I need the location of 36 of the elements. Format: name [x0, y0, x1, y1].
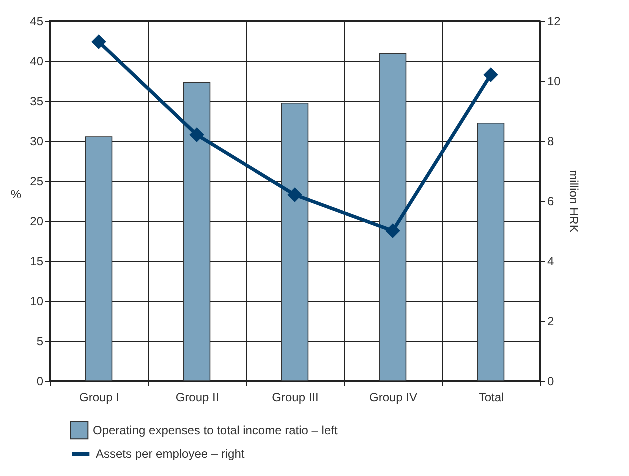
y-axis-title: % — [10, 188, 22, 202]
bar — [183, 82, 211, 382]
y2-tick-label: 10 — [548, 74, 562, 88]
y-tick-label: 30 — [30, 134, 44, 148]
y2-tick-label: 4 — [548, 254, 554, 268]
y-tick-label: 25 — [30, 174, 44, 188]
y2-tick-label: 0 — [548, 374, 554, 388]
point — [92, 35, 106, 49]
x-tick-label: Group I — [79, 390, 120, 404]
point — [288, 188, 302, 202]
y-tick-label: 5 — [36, 334, 44, 348]
bar — [477, 123, 505, 382]
bar — [85, 136, 113, 382]
x-tick-label: Group III — [272, 390, 319, 404]
y-tick-label: 40 — [30, 54, 44, 68]
y-tick-label: 0 — [36, 374, 44, 388]
x-tick-label: Total — [478, 390, 504, 404]
y2-axis-title: million HRK — [566, 170, 581, 233]
point — [190, 128, 204, 142]
y2-tick-label: 12 — [548, 14, 562, 28]
y2-tick-label: 6 — [548, 194, 554, 208]
y-tick-label: 10 — [30, 294, 44, 308]
x-tick-label: Group IV — [369, 390, 418, 404]
legend-label: Operating expenses to total income ratio – left — [93, 424, 338, 438]
point — [484, 68, 498, 82]
point — [386, 224, 400, 238]
y2-tick-label: 2 — [548, 314, 554, 328]
x-tick-label: Group II — [176, 390, 220, 404]
y2-tick-label: 8 — [548, 134, 554, 148]
y-tick-label: 20 — [30, 214, 44, 228]
y-tick-label: 45 — [30, 14, 44, 28]
legend-label: Assets per employee – right — [96, 447, 246, 461]
bar — [379, 53, 407, 382]
y-tick-label: 35 — [30, 94, 44, 108]
bar — [281, 103, 309, 382]
y-tick-label: 15 — [30, 254, 44, 268]
